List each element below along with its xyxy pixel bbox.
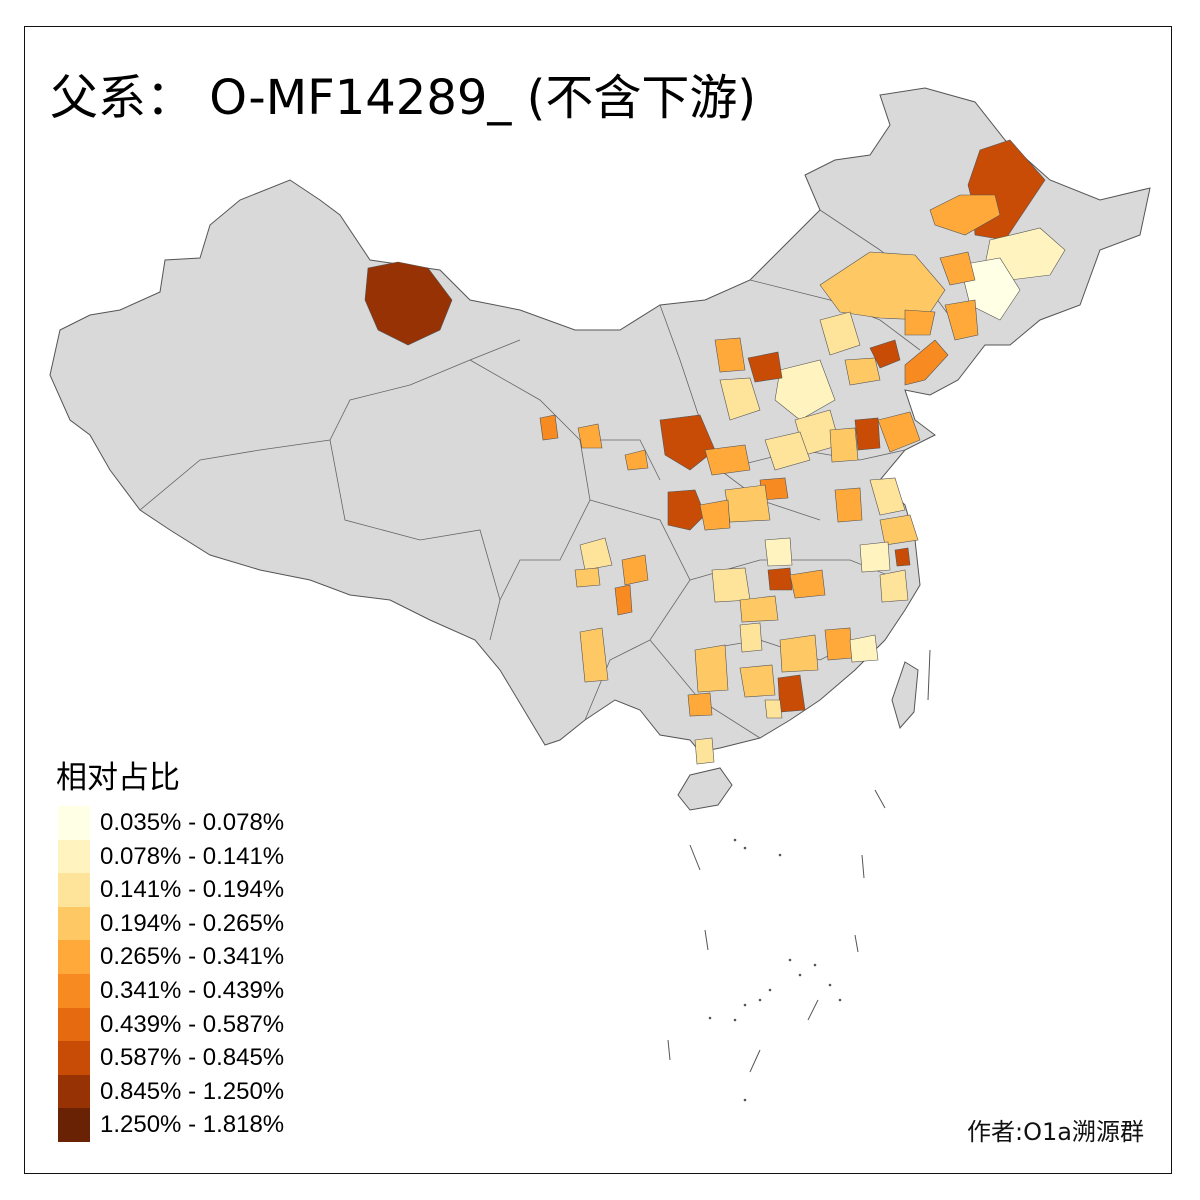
region-hubei-c [789,569,826,599]
region-xinjiang-north [364,261,453,346]
region-jiangsu-b [879,514,919,546]
region-guangxi-b [687,692,713,717]
map-title: 父系： O-MF14289_ (不含下游) [50,70,757,126]
legend-title: 相对占比 [56,760,180,796]
region-jiangxi-b [824,627,853,661]
legend-label: 0.439% - 0.587% [100,1010,285,1038]
region-sichuan-south [621,554,649,586]
region-chongqing-a [579,537,613,571]
region-yunnan-east [614,584,633,616]
legend-swatch [58,1108,90,1142]
region-hebei-b [844,357,881,386]
legend-label: 0.845% - 1.250% [100,1077,285,1105]
legend-swatch [58,839,90,874]
region-shaanxi-c [659,414,716,471]
region-liaoning-c [904,309,936,336]
region-liaoning-a [944,299,979,341]
taiwan-island [891,661,919,730]
region-guangdong-b [739,664,776,698]
region-hunan-b [739,595,779,623]
legend-label: 0.587% - 0.845% [100,1044,285,1072]
legend-label: 0.035% - 0.078% [100,809,285,836]
region-jilin-b [939,251,976,286]
region-anhui-b [859,541,891,573]
region-gansu-c [624,449,649,471]
region-sichuan-north [667,489,706,531]
legend-swatch [58,806,90,840]
region-shaanxi-north [714,337,746,373]
legend-swatch [58,973,90,1008]
region-guangdong-c [764,699,783,719]
region-fujian-a [849,634,879,663]
region-heilongjiang-b [929,194,1001,236]
region-jiangsu-a [869,477,906,516]
region-shandong-b [877,411,921,453]
region-shandong-a [854,417,881,451]
region-anhui-a [834,487,863,523]
region-guangdong-a [777,674,806,713]
hainan-island [677,767,733,811]
region-hebei-a [869,339,901,369]
region-hunan-c [739,622,763,653]
legend-swatch [58,873,90,907]
region-sichuan-east [699,499,731,531]
region-henan-c [724,484,771,523]
region-zhejiang-a [879,569,909,603]
region-guizhou-a [579,627,609,683]
region-jiangxi-a [779,634,819,673]
legend-label: 0.265% - 0.341% [100,943,285,971]
legend-label: 0.194% - 0.265% [100,909,285,937]
legend-swatch [58,1007,90,1042]
region-hunan-a [711,567,751,603]
legend-label: 0.078% - 0.141% [100,842,285,870]
legend-swatch [58,940,90,974]
south-china-sea-islands [667,649,931,1073]
region-shanghai [894,547,911,567]
regions [364,139,1066,765]
region-guangdong-west [694,737,715,765]
legend-swatch [58,906,90,941]
region-henan-a [764,431,811,471]
region-shandong-c [829,427,859,463]
legend-label: 0.341% - 0.439% [100,976,285,1004]
region-hubei-a [764,537,793,567]
region-hubei-b [767,567,793,591]
island-dots [708,838,842,1102]
region-gansu-a [539,414,559,441]
region-liaoning-b [904,339,949,386]
legend-label: 1.250% - 1.818% [100,1111,285,1139]
region-shaanxi-north-b [747,351,783,383]
region-gansu-b [577,423,603,449]
legend-swatch [58,1041,90,1075]
region-hebei-c [819,311,861,356]
region-shaanxi-d [704,444,751,476]
region-chongqing-b [574,567,601,588]
legend-swatch [58,1074,90,1109]
region-guangxi-a [694,644,729,693]
region-shanxi-a [774,359,836,421]
author-credit: 作者:O1a溯源群 [967,1118,1144,1146]
legend-label: 0.141% - 0.194% [100,876,285,904]
map-frame [24,26,1172,1174]
region-ningxia-a [719,377,761,421]
